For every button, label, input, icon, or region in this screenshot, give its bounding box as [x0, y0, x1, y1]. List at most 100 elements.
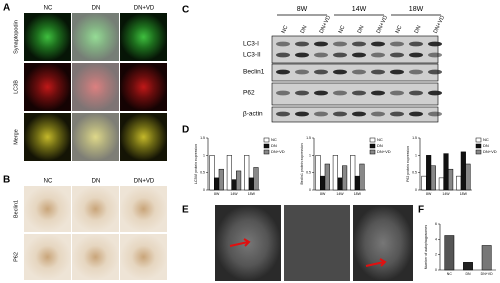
y-tick-label: 1.5: [200, 136, 205, 140]
band: [390, 52, 404, 58]
panel-label: E: [182, 205, 189, 216]
y-axis-label: Beclin1 protein expression: [300, 143, 304, 184]
timepoint: 18W: [409, 6, 424, 13]
y-axis-label: P62 protein expression: [406, 146, 410, 182]
lane-label: NC: [395, 25, 404, 35]
micrograph: [24, 113, 71, 161]
bar: [359, 163, 365, 191]
x-tick-label: 14W: [230, 192, 238, 196]
band: [390, 41, 404, 47]
column-header: DN: [92, 6, 101, 12]
x-tick-label: DN: [465, 272, 471, 276]
legend-swatch: [369, 137, 376, 143]
y-tick-label: 1.5: [412, 136, 417, 140]
band: [390, 90, 404, 96]
band: [352, 69, 366, 75]
arrow: [229, 238, 251, 247]
band: [352, 90, 366, 96]
band: [428, 111, 442, 117]
legend-label: DN+VD: [483, 149, 497, 154]
micrograph: [24, 13, 71, 61]
micrograph: [24, 186, 71, 232]
blot: [271, 35, 439, 64]
legend-label: NC: [483, 137, 489, 142]
blot-label: P62: [243, 90, 255, 97]
panel-label: F: [418, 205, 424, 216]
x-tick-label: 18W: [248, 192, 256, 196]
bar: [448, 168, 454, 191]
timepoint: 14W: [352, 6, 367, 13]
band: [409, 69, 423, 75]
bar: [324, 163, 330, 191]
blot-label: LC3-I: [243, 41, 259, 48]
bar: [244, 155, 250, 191]
band: [295, 52, 309, 58]
y-tick-label: 0: [415, 188, 417, 192]
em-image: [284, 205, 350, 281]
y-tick-label: 1: [309, 153, 311, 157]
band: [295, 41, 309, 47]
legend-label: NC: [271, 137, 277, 142]
x-tick-label: 18W: [460, 192, 468, 196]
lane-label: DN+VD: [433, 15, 446, 35]
micrograph: [120, 113, 167, 161]
legend-swatch: [263, 137, 270, 143]
bar: [465, 163, 471, 191]
blot-label: LC3-II: [243, 52, 261, 59]
band: [409, 41, 423, 47]
legend-swatch: [263, 143, 270, 149]
micrograph: [120, 186, 167, 232]
band: [371, 69, 385, 75]
bar: [209, 155, 215, 191]
row-label: Synaptopodin: [13, 20, 19, 54]
band: [390, 69, 404, 75]
lane-label: DN+VD: [376, 15, 389, 35]
band: [314, 111, 328, 117]
band: [333, 41, 347, 47]
band: [276, 111, 290, 117]
micrograph: [72, 13, 119, 61]
legend-label: DN: [377, 143, 383, 148]
bar: [315, 155, 321, 191]
timepoint: 8W: [297, 6, 308, 13]
band: [428, 69, 442, 75]
x-tick-label: 14W: [336, 192, 344, 196]
band: [276, 69, 290, 75]
column-header: DN+VD: [134, 179, 155, 185]
x-tick-label: 14W: [442, 192, 450, 196]
band: [295, 111, 309, 117]
legend-label: DN: [483, 143, 489, 148]
band: [276, 52, 290, 58]
blot-label: Beclin1: [243, 69, 265, 76]
bar: [456, 175, 462, 191]
legend-label: DN+VD: [271, 149, 285, 154]
column-header: DN: [92, 179, 101, 185]
bar: [214, 177, 220, 191]
row-label: P62: [13, 252, 19, 262]
y-tick-label: 0.5: [200, 171, 205, 175]
band: [390, 111, 404, 117]
y-tick-label: 0.5: [306, 171, 311, 175]
legend-swatch: [369, 149, 376, 155]
bar: [218, 168, 224, 191]
lane-label: NC: [281, 25, 290, 35]
band: [409, 52, 423, 58]
y-tick-label: 0: [309, 188, 311, 192]
bar: [430, 165, 436, 191]
panel-label: B: [3, 175, 10, 186]
row-label: LC3B: [13, 80, 19, 94]
bar: [444, 235, 455, 271]
micrograph: [120, 63, 167, 111]
bar: [342, 165, 348, 191]
bar: [460, 151, 466, 191]
band: [428, 52, 442, 58]
micrograph: [24, 63, 71, 111]
bar: [426, 155, 432, 191]
legend-label: DN+VD: [377, 149, 391, 154]
lane-label: DN: [357, 25, 366, 35]
bar: [337, 177, 343, 191]
lane-label: DN: [300, 25, 309, 35]
y-tick-label: 1: [415, 153, 417, 157]
band: [333, 90, 347, 96]
